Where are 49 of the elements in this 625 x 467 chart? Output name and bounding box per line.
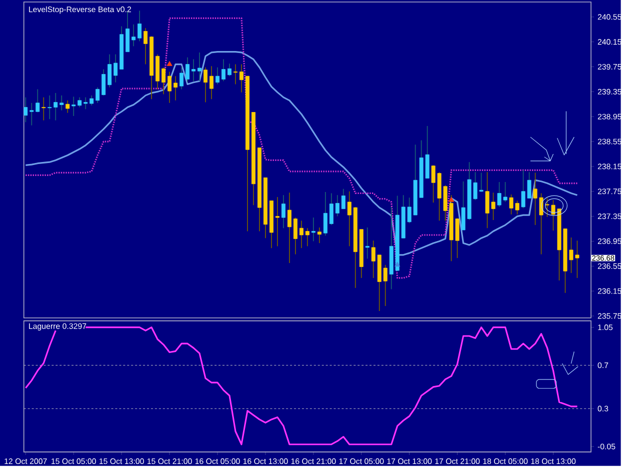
candlestick	[221, 58, 226, 82]
candlestick	[168, 71, 172, 104]
candlestick	[233, 64, 238, 85]
candlestick	[90, 94, 94, 106]
candlestick	[42, 96, 46, 121]
candlestick	[365, 226, 370, 259]
candlestick	[126, 10, 130, 52]
candlestick	[84, 96, 88, 110]
candlestick	[72, 96, 76, 116]
candlestick	[192, 58, 196, 82]
point	[394, 262, 400, 266]
candlestick	[144, 28, 148, 65]
candlestick	[335, 194, 340, 217]
candlestick	[371, 240, 376, 278]
candlestick	[48, 94, 52, 120]
candlestick	[323, 191, 328, 236]
candlestick	[299, 220, 304, 248]
candlestick	[78, 96, 82, 108]
candlestick	[210, 66, 214, 100]
candlestick	[138, 10, 142, 42]
candlestick	[108, 54, 112, 88]
candlestick	[180, 66, 184, 90]
candlestick	[317, 226, 322, 244]
candlestick	[66, 100, 70, 114]
candlestick	[275, 196, 280, 246]
candlestick	[281, 194, 286, 228]
candlestick	[204, 66, 208, 103]
candlestick	[102, 68, 106, 96]
candlestick	[305, 228, 310, 246]
candlestick	[162, 66, 166, 94]
candlestick	[239, 64, 244, 93]
candlestick	[293, 216, 298, 255]
candlestick	[198, 52, 202, 82]
candlestick	[60, 94, 64, 111]
candlestick	[186, 56, 190, 83]
candlestick	[347, 190, 352, 246]
candlestick	[311, 216, 316, 242]
candlestick	[227, 63, 232, 76]
candlestick	[329, 192, 334, 226]
candlestick	[114, 54, 118, 83]
candlestick	[174, 76, 178, 101]
point	[166, 60, 172, 66]
candlestick	[215, 66, 220, 85]
candlestick	[96, 86, 100, 104]
candlestick	[132, 24, 136, 47]
candlestick	[54, 92, 58, 121]
candlestick	[341, 188, 346, 210]
point	[448, 196, 454, 202]
candlestick	[287, 192, 292, 264]
